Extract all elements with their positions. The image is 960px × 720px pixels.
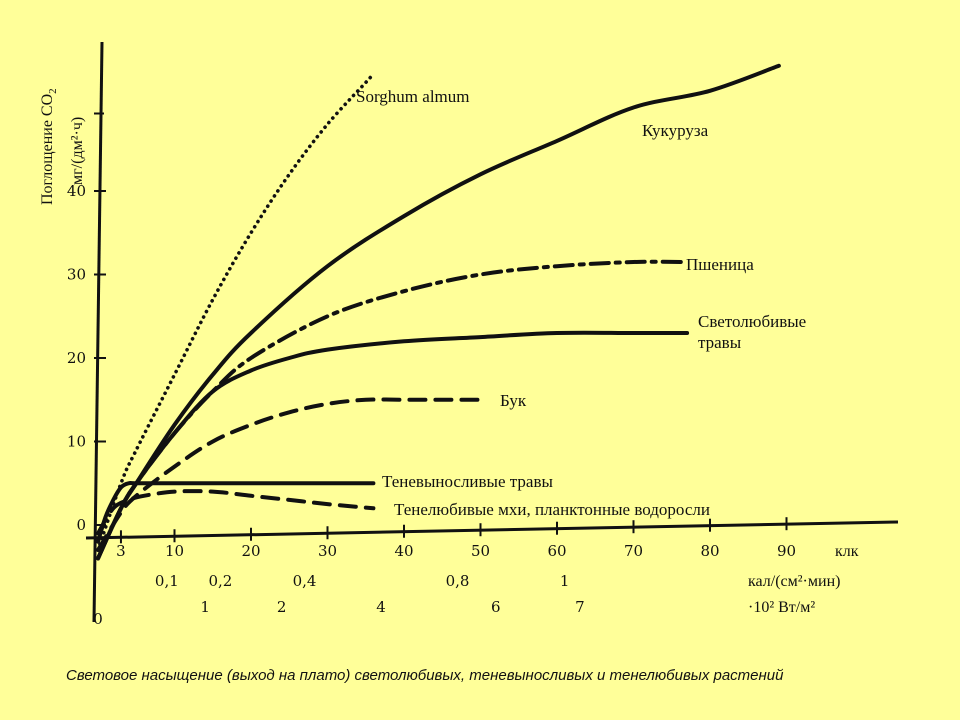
cal-tick-label: 0,1	[155, 572, 179, 590]
y-tick-label-40: 40	[67, 182, 86, 200]
y-axis-unit: мг/(дм²·ч)	[69, 117, 86, 185]
y-ticks: 0 10 20 30 40	[67, 112, 106, 534]
x-ticks: 3 10 20 30 40 50 60 70 80 90	[116, 517, 796, 560]
cal-tick-labels: 0,1 0,2 0,4 0,8 1	[155, 572, 570, 590]
x-tick-label-80: 80	[700, 542, 719, 560]
wt-tick-label: 2	[277, 598, 287, 616]
x-unit-klk: клк	[835, 543, 859, 560]
series-group	[96, 63, 781, 561]
label-beech: Бук	[500, 391, 527, 410]
x-tick-label-70: 70	[624, 542, 643, 560]
x-unit-wt: ·10² Вт/м²	[748, 599, 815, 616]
cal-tick-label: 1	[560, 572, 570, 590]
x-axis	[85, 520, 899, 540]
wt-tick-label: 7	[575, 598, 585, 616]
figure-caption: Световое насыщение (выход на плато) свет…	[66, 667, 784, 684]
label-wheat: Пшеница	[686, 255, 754, 274]
x-tick-label-60: 60	[547, 542, 566, 560]
wt-tick-labels: 0 1 2 4 6 7	[93, 598, 584, 628]
label-shade-loving: Тенелюбивые мхи, планктонные водоросли	[394, 500, 710, 519]
x-tick-label-30: 30	[318, 542, 337, 560]
series-line-5	[96, 480, 376, 544]
label-light-grass-2: травы	[698, 333, 742, 352]
y-axis-title-subscript: 2	[47, 88, 59, 94]
cal-tick-label: 0,8	[446, 572, 470, 590]
y-tick-label-0: 0	[76, 516, 86, 534]
series-line-0	[96, 72, 376, 552]
y-axis-title-main: Поглощение CO	[39, 94, 56, 205]
x-tick-label-50: 50	[471, 542, 490, 560]
label-sorghum: Sorghum almum	[356, 87, 470, 106]
x-unit-cal: кал/(см²·мин)	[748, 573, 840, 590]
x-tick-label-20: 20	[241, 542, 260, 560]
wt-tick-label: 0	[93, 610, 103, 628]
series-line-6	[96, 489, 376, 536]
y-tick-label-30: 30	[67, 266, 86, 284]
label-light-grass-1: Светолюбивые	[698, 312, 806, 331]
y-tick-label-10: 10	[67, 433, 86, 451]
y-tick-label-20: 20	[67, 349, 86, 367]
label-maize: Кукуруза	[642, 121, 709, 140]
cal-tick-label: 0,2	[208, 572, 232, 590]
series-line-3	[96, 330, 690, 561]
label-shade-tolerant: Теневыносливые травы	[382, 472, 553, 491]
wt-tick-label: 4	[376, 598, 386, 616]
cal-tick-label: 0,4	[293, 572, 317, 590]
wt-tick-label: 6	[491, 598, 501, 616]
y-axis-title: Поглощение CO2	[39, 88, 59, 205]
x-tick-label-40: 40	[394, 542, 413, 560]
wt-tick-label: 1	[200, 598, 210, 616]
x-tick-label-10: 10	[165, 542, 184, 560]
x-tick-label-90: 90	[777, 542, 796, 560]
x-tick-label-3: 3	[116, 542, 126, 560]
